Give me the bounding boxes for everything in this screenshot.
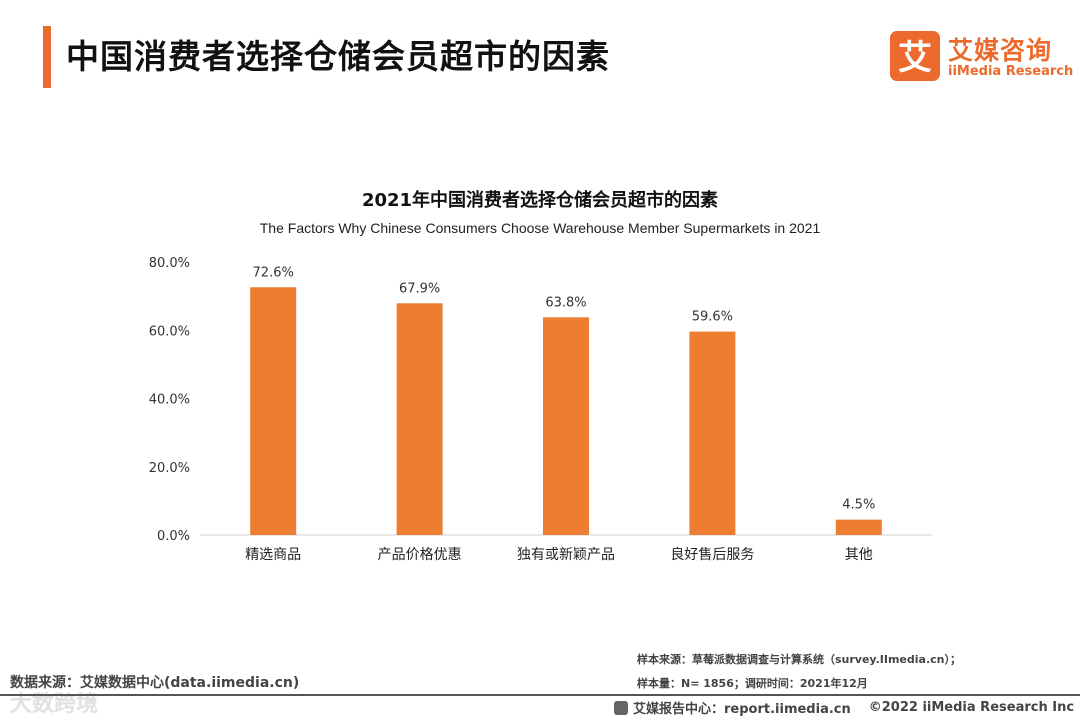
logo-glyph: 艾 <box>898 38 932 78</box>
data-label: 67.9% <box>399 281 440 296</box>
category-label: 精选商品 <box>245 547 301 563</box>
data-label: 4.5% <box>842 498 875 513</box>
copyright: ©2022 iiMedia Research Inc <box>868 700 1075 715</box>
sample-size-note: 样本量：N= 1856；调研时间：2021年12月 <box>637 677 868 690</box>
chart-title: 2021年中国消费者选择仓储会员超市的因素 <box>361 190 719 211</box>
bar <box>689 331 736 535</box>
report-center-link[interactable]: 艾媒报告中心：report.iimedia.cn <box>633 702 851 717</box>
logo-name-cn: 艾媒咨询 <box>948 36 1053 65</box>
category-label: 良好售后服务 <box>670 547 754 563</box>
bar <box>250 287 297 535</box>
y-tick-label: 80.0% <box>149 256 190 271</box>
y-tick-label: 20.0% <box>149 461 190 476</box>
logo-mark-icon: 艾 <box>890 31 940 81</box>
chart-subtitle: The Factors Why Chinese Consumers Choose… <box>259 220 821 236</box>
logo-mark-text: 艾 <box>898 38 932 78</box>
iimedia-logo: 艾 艾媒咨询 iiMedia Research <box>890 31 1073 87</box>
watermark: 大数跨境 <box>10 692 99 717</box>
y-tick-label: 40.0% <box>149 393 190 408</box>
y-tick-label: 60.0% <box>149 324 190 339</box>
footer-bar: 艾媒报告中心：report.iimedia.cn ©2022 iiMedia R… <box>614 698 1074 717</box>
bar <box>835 519 882 535</box>
category-label: 独有或新颖产品 <box>517 547 615 563</box>
bar <box>543 317 589 535</box>
data-label: 59.6% <box>692 310 733 325</box>
sample-source-note: 样本来源：草莓派数据调查与计算系统（survey.IImedia.cn）； <box>637 653 961 666</box>
category-label: 产品价格优惠 <box>378 547 462 563</box>
report-icon <box>614 700 628 715</box>
page-title: 中国消费者选择仓储会员超市的因素 <box>66 37 610 76</box>
data-source: 数据来源：艾媒数据中心(data.iimedia.cn) <box>10 675 300 691</box>
footer-rule <box>0 694 1080 696</box>
data-label: 72.6% <box>253 265 294 280</box>
y-tick-label: 0.0% <box>157 529 190 544</box>
category-label: 其他 <box>845 547 873 563</box>
data-label: 63.8% <box>545 295 586 310</box>
logo-name-en: iiMedia Research <box>948 64 1074 79</box>
bar <box>396 303 443 535</box>
title-accent-bar <box>43 26 51 88</box>
